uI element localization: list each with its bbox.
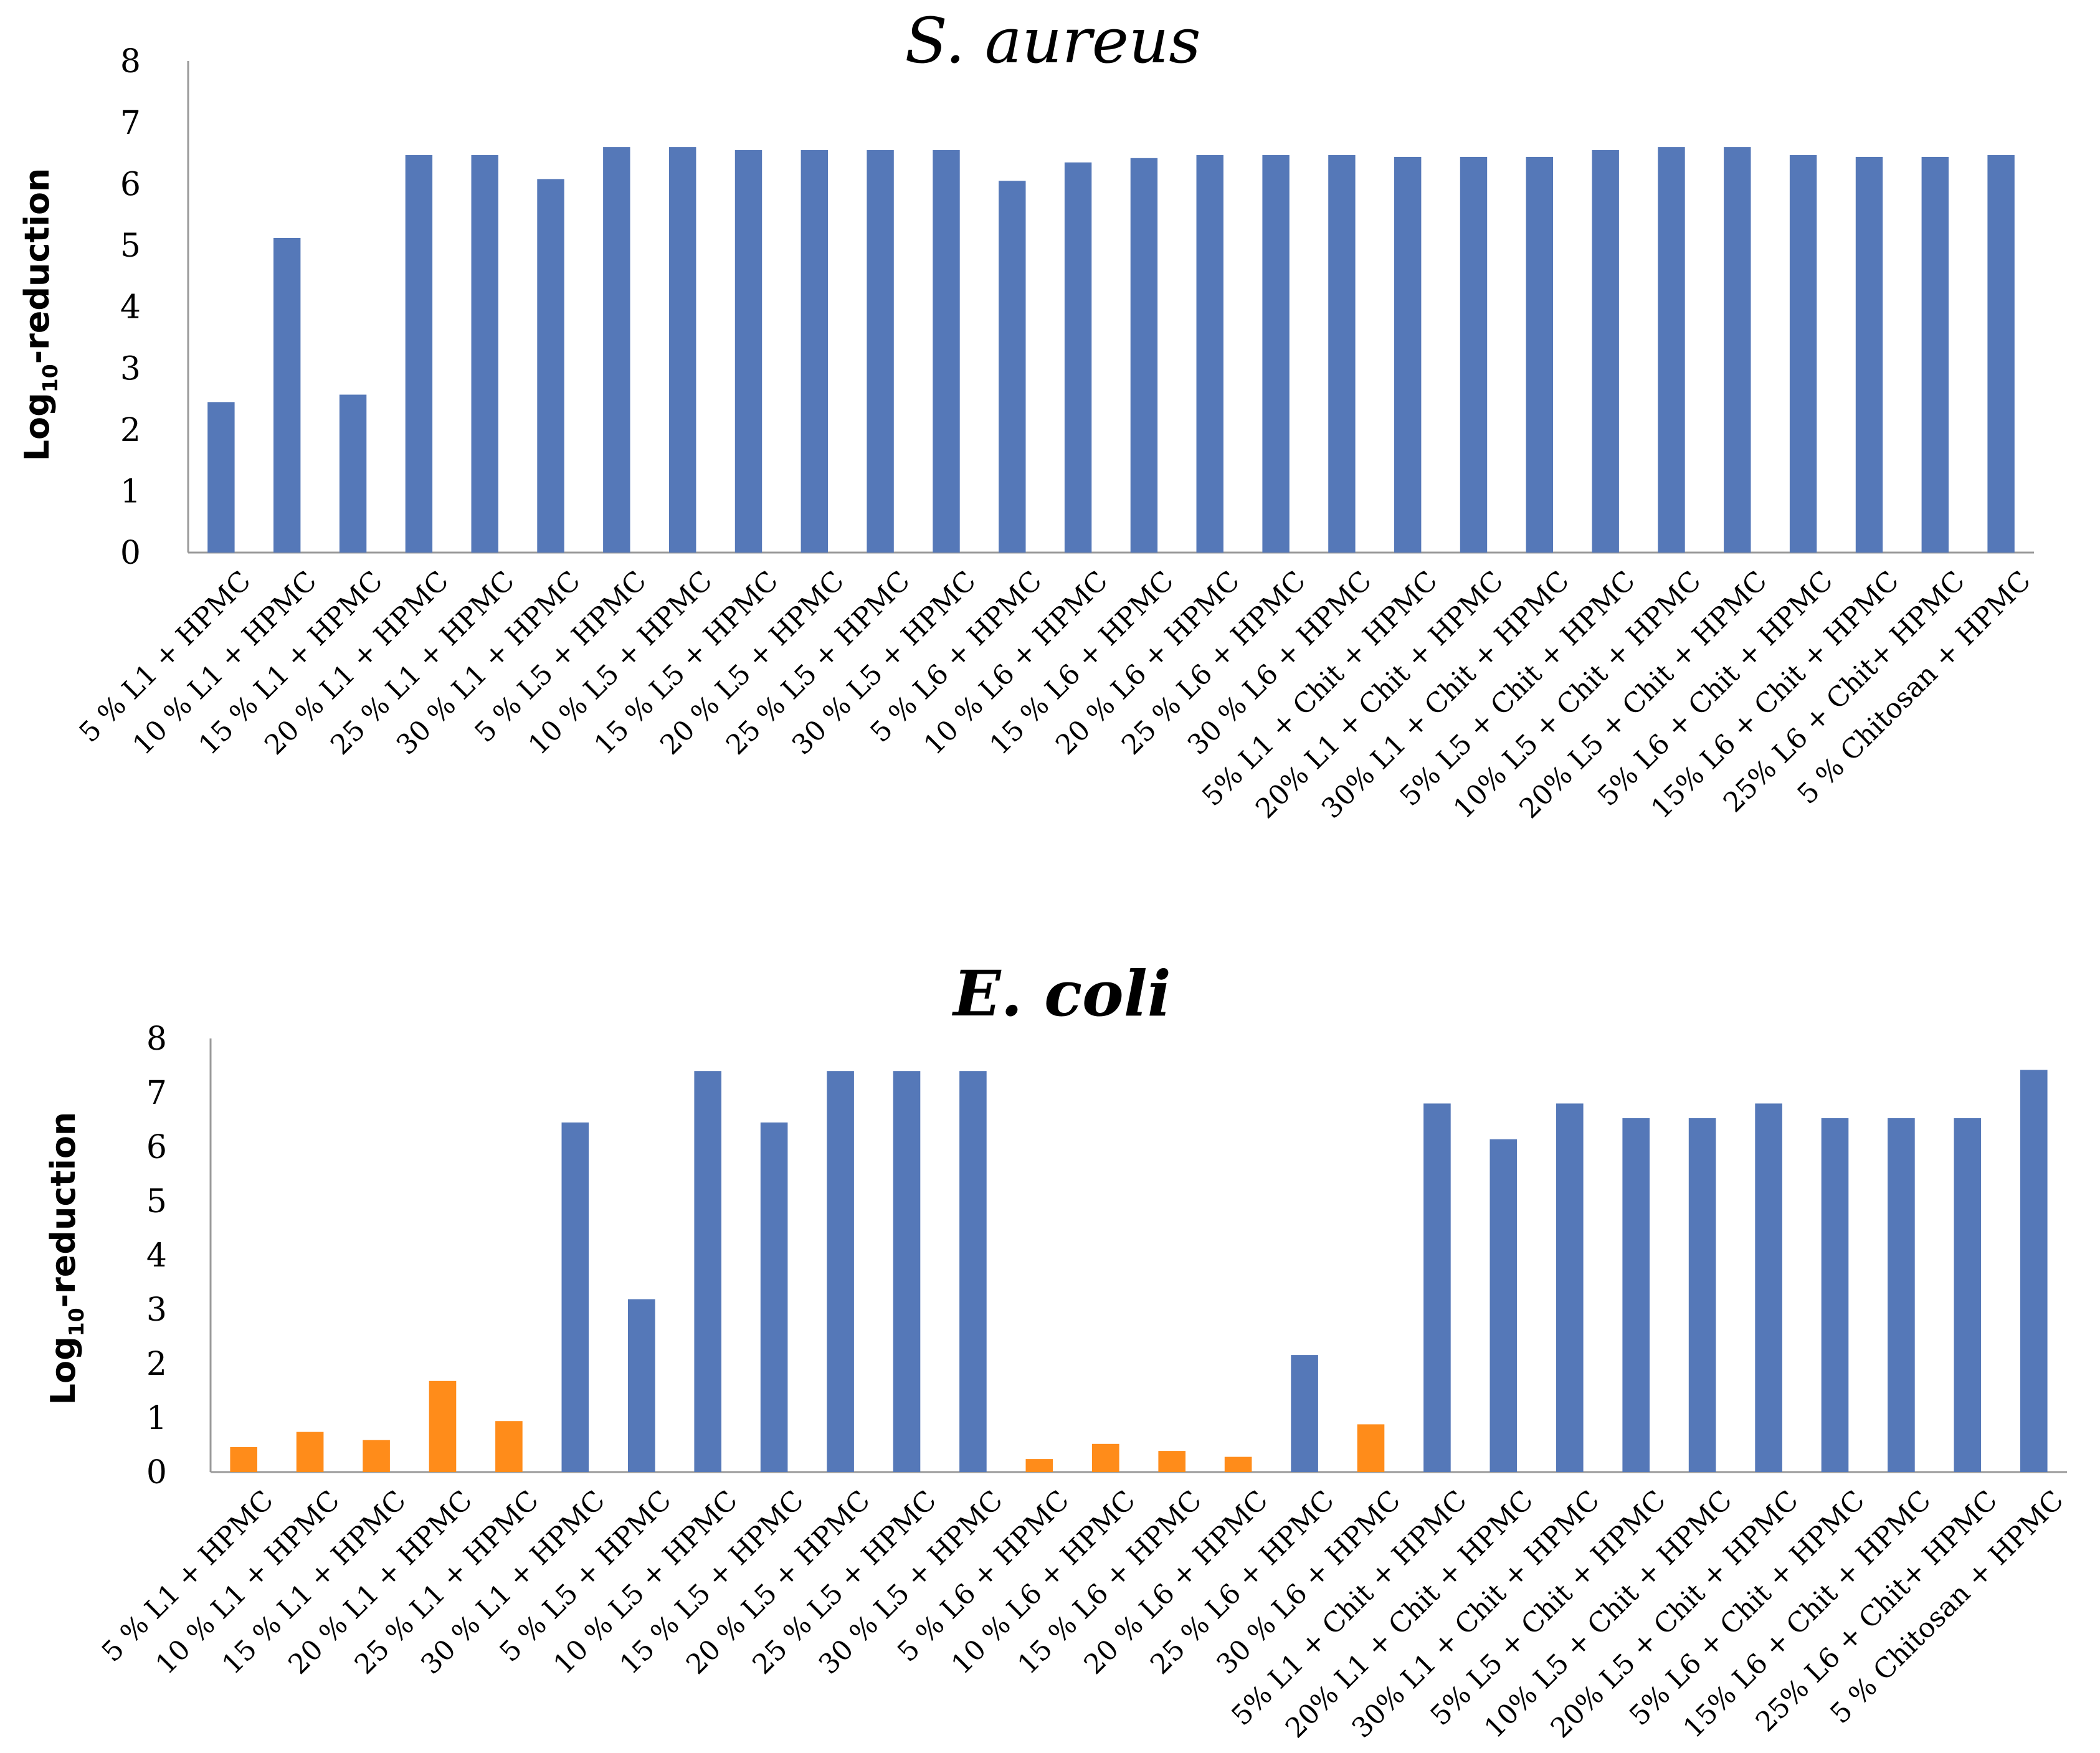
bar bbox=[1622, 1118, 1650, 1472]
bar bbox=[1987, 154, 2015, 553]
y-axis-label: Log10-reduction bbox=[17, 168, 62, 462]
bar bbox=[1688, 1118, 1716, 1472]
bar bbox=[1921, 156, 1949, 553]
bar bbox=[1592, 150, 1619, 553]
bar bbox=[893, 1071, 921, 1472]
bar bbox=[339, 394, 367, 553]
bar bbox=[495, 1421, 523, 1472]
y-tick-label: 8 bbox=[120, 43, 141, 80]
y-tick-label: 3 bbox=[146, 1291, 167, 1329]
bar bbox=[1789, 154, 1817, 553]
bar bbox=[2020, 1070, 2048, 1472]
bar bbox=[1328, 154, 1356, 553]
bar bbox=[1724, 147, 1751, 553]
bar bbox=[760, 1122, 788, 1472]
bar bbox=[1658, 147, 1685, 553]
y-tick-label: 2 bbox=[146, 1346, 167, 1383]
bar bbox=[230, 1447, 257, 1472]
y-tick-label: 1 bbox=[120, 473, 141, 511]
bar bbox=[1755, 1103, 1782, 1472]
bar bbox=[429, 1380, 457, 1472]
bar bbox=[1130, 158, 1158, 553]
bar bbox=[1888, 1118, 1915, 1472]
bar bbox=[207, 402, 235, 553]
bar bbox=[1291, 1355, 1318, 1472]
y-tick-label: 4 bbox=[146, 1237, 167, 1275]
y-tick-label: 1 bbox=[146, 1400, 167, 1437]
bar bbox=[669, 147, 696, 553]
bar bbox=[1196, 154, 1223, 553]
bar bbox=[999, 181, 1026, 553]
bar bbox=[1526, 156, 1553, 553]
bar bbox=[363, 1440, 390, 1472]
bar bbox=[1394, 156, 1422, 553]
bar bbox=[1954, 1118, 1982, 1472]
bar bbox=[1224, 1456, 1252, 1472]
bar bbox=[1064, 162, 1092, 553]
y-tick-label: 0 bbox=[146, 1454, 167, 1491]
bar bbox=[561, 1122, 589, 1472]
bar bbox=[603, 147, 630, 553]
bar bbox=[734, 150, 763, 553]
bar bbox=[1357, 1424, 1385, 1472]
y-tick-label: 5 bbox=[146, 1183, 167, 1220]
bar bbox=[1025, 1459, 1053, 1472]
y-tick-label: 6 bbox=[146, 1129, 167, 1166]
bar bbox=[273, 238, 301, 553]
bar bbox=[933, 150, 960, 553]
bar bbox=[959, 1071, 987, 1472]
bar bbox=[801, 150, 828, 553]
y-tick-label: 3 bbox=[120, 350, 141, 387]
y-tick-label: 7 bbox=[146, 1075, 167, 1112]
chart-title: E. coli bbox=[951, 957, 1171, 1030]
bar bbox=[1423, 1103, 1451, 1472]
bar bbox=[1460, 156, 1488, 553]
bar bbox=[296, 1432, 324, 1472]
bar bbox=[827, 1071, 854, 1472]
chart-title: S. aureus bbox=[905, 4, 1200, 77]
y-tick-label: 2 bbox=[120, 412, 141, 449]
bar bbox=[471, 154, 498, 553]
bar bbox=[1556, 1103, 1584, 1472]
bar bbox=[1855, 156, 1883, 553]
y-tick-label: 6 bbox=[120, 166, 141, 203]
bar bbox=[405, 154, 433, 553]
y-tick-label: 7 bbox=[120, 105, 141, 142]
bar bbox=[1262, 154, 1290, 553]
y-axis-label: Log10-reduction bbox=[44, 1112, 88, 1405]
bar bbox=[628, 1299, 655, 1472]
bar bbox=[1092, 1443, 1119, 1472]
bar bbox=[1821, 1118, 1849, 1472]
bar bbox=[1158, 1451, 1185, 1472]
bar bbox=[537, 179, 564, 553]
bar bbox=[867, 150, 894, 553]
bar bbox=[1489, 1139, 1518, 1472]
y-tick-label: 5 bbox=[120, 227, 141, 265]
bar bbox=[694, 1071, 721, 1472]
y-tick-label: 0 bbox=[120, 534, 141, 572]
y-tick-label: 8 bbox=[146, 1020, 167, 1058]
y-tick-label: 4 bbox=[120, 289, 141, 326]
